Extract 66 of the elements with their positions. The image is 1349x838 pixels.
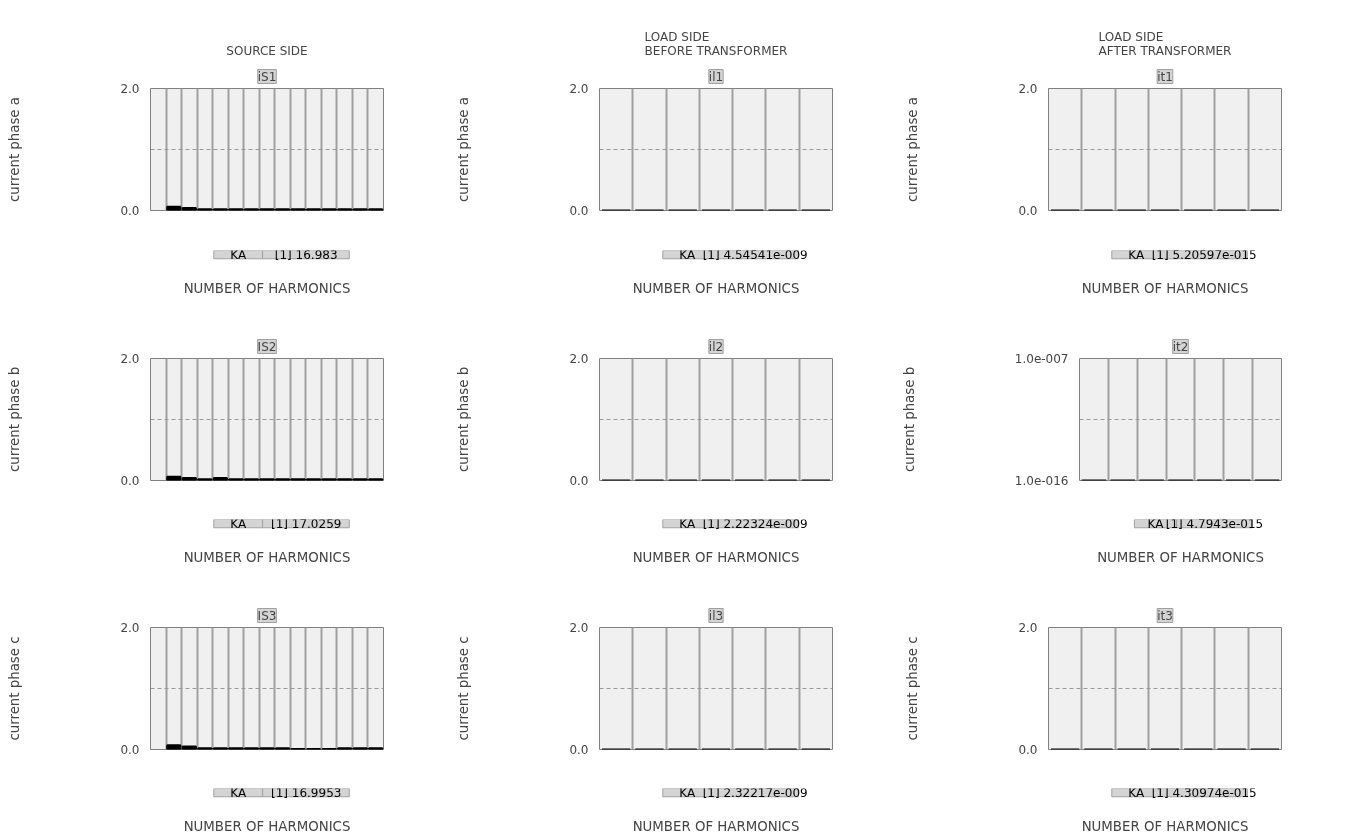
chart-subtitle: iS1	[257, 69, 277, 84]
y-axis-title: current phase c	[456, 636, 472, 741]
y-tick-label: 2.0	[1018, 621, 1038, 635]
chart-subtitle: il1	[708, 69, 724, 84]
text: [1] 2.22324e-009	[702, 516, 808, 531]
x-axis-title: NUMBER OF HARMONICS	[1097, 549, 1264, 565]
x-axis-title: NUMBER OF HARMONICS	[1081, 280, 1249, 296]
y-tick-label: 2.0	[120, 82, 140, 96]
y-axis-title: current phase c	[7, 636, 23, 741]
text: KA	[1128, 785, 1145, 800]
y-tick-label: 2.0	[569, 82, 589, 96]
y-tick-label: 2.0	[569, 621, 589, 635]
y-tick-label: 0.0	[569, 743, 589, 757]
y-axis-title: current phase a	[905, 97, 921, 202]
y-tick-label: 0.0	[120, 204, 140, 218]
y-tick-label: 2.0	[120, 621, 140, 635]
y-tick-label: 2.0	[120, 352, 140, 366]
x-axis-title: NUMBER OF HARMONICS	[632, 280, 800, 296]
y-axis-title: current phase b	[901, 366, 917, 473]
text: [1] 16.9953	[270, 785, 342, 800]
text: KA	[230, 247, 247, 262]
y-tick-label: 0.0	[1018, 743, 1038, 757]
x-axis-title: NUMBER OF HARMONICS	[632, 818, 800, 834]
chart-title: LOAD SIDE BEFORE TRANSFORMER	[644, 29, 788, 58]
y-tick-label: 0.0	[120, 743, 140, 757]
y-tick-label: 1.0e-016	[1014, 474, 1069, 488]
chart-subtitle: it1	[1157, 69, 1173, 84]
text: [1] 5.20597e-015	[1151, 247, 1257, 262]
y-axis-title: current phase c	[905, 636, 921, 741]
text: [1] 2.32217e-009	[702, 785, 808, 800]
text: [1] 4.30974e-015	[1151, 785, 1257, 800]
chart-title: SOURCE SIDE	[226, 43, 308, 58]
text: KA	[1128, 247, 1145, 262]
y-tick-label: 0.0	[569, 204, 589, 218]
text: KA	[230, 516, 247, 531]
y-tick-label: 0.0	[120, 474, 140, 488]
y-tick-label: 1.0e-007	[1014, 352, 1069, 366]
text: KA	[230, 785, 247, 800]
x-axis-title: NUMBER OF HARMONICS	[1081, 818, 1249, 834]
chart-title: LOAD SIDE AFTER TRANSFORMER	[1098, 29, 1232, 58]
text: [1] 16.983	[274, 247, 338, 262]
y-axis-title: current phase a	[456, 97, 472, 202]
text: [1] 4.54541e-009	[702, 247, 808, 262]
y-tick-label: 2.0	[569, 352, 589, 366]
chart-subtitle: it2	[1172, 339, 1189, 354]
text: KA	[1147, 516, 1165, 531]
y-tick-label: 2.0	[1018, 82, 1038, 96]
y-axis-title: current phase b	[7, 366, 23, 473]
y-tick-label: 0.0	[569, 474, 589, 488]
chart-subtitle: IS2	[257, 339, 277, 354]
x-axis-title: NUMBER OF HARMONICS	[632, 549, 800, 565]
x-axis-title: NUMBER OF HARMONICS	[183, 549, 351, 565]
chart-subtitle: il2	[708, 339, 724, 354]
y-tick-label: 0.0	[1018, 204, 1038, 218]
text: KA	[679, 247, 696, 262]
text: KA	[679, 785, 696, 800]
chart-subtitle: IS3	[257, 608, 277, 623]
x-axis-title: NUMBER OF HARMONICS	[183, 818, 351, 834]
chart-subtitle: il3	[708, 608, 724, 623]
chart-subtitle: it3	[1157, 608, 1173, 623]
text: [1] 17.0259	[270, 516, 342, 531]
text: [1] 4.7943e-015	[1165, 516, 1264, 531]
y-axis-title: current phase a	[7, 97, 23, 202]
x-axis-title: NUMBER OF HARMONICS	[183, 280, 351, 296]
text: KA	[679, 516, 696, 531]
y-axis-title: current phase b	[456, 366, 472, 473]
